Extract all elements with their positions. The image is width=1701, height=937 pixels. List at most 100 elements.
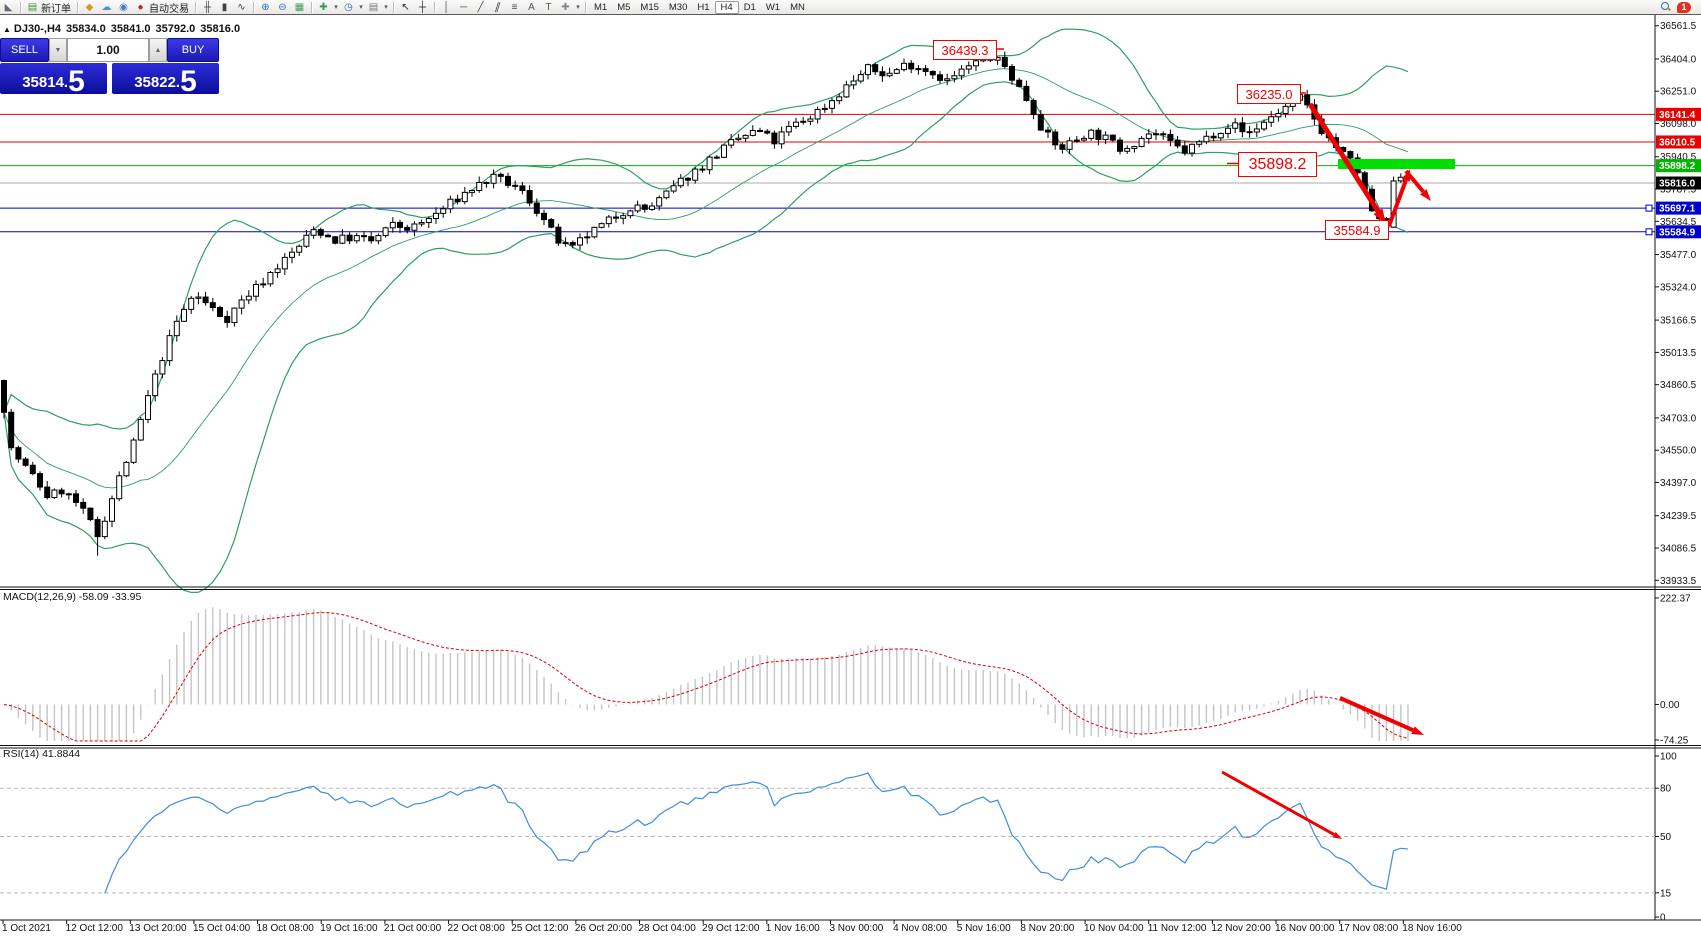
svg-text:35940.5: 35940.5 <box>1660 152 1697 163</box>
line-chart-icon[interactable]: ∿ <box>237 1 246 13</box>
price-annotation[interactable]: 36235.0 <box>1237 84 1301 104</box>
time-axis-label: 3 Nov 00:00 <box>829 923 884 934</box>
svg-text:36251.0: 36251.0 <box>1660 87 1697 98</box>
svg-text:35787.5: 35787.5 <box>1660 185 1697 196</box>
price-annotation[interactable]: 35898.2 <box>1238 152 1317 177</box>
candlestick-plot[interactable] <box>1 51 1411 556</box>
buy-button[interactable]: BUY <box>167 38 219 62</box>
buy-price-tile[interactable]: 35822. 5 <box>112 63 219 98</box>
green-zone-rectangle[interactable] <box>1338 159 1455 169</box>
macd-panel[interactable]: 222.37 0.00 -74.25 <box>3 594 1691 747</box>
svg-text:36098.0: 36098.0 <box>1660 119 1697 130</box>
time-axis-label: 28 Oct 04:00 <box>638 923 696 934</box>
price-annotation[interactable]: 35584.9 <box>1325 220 1389 240</box>
buy-price-big-digit: 5 <box>180 65 197 98</box>
timeframe-button-d1[interactable]: D1 <box>743 1 756 13</box>
tile-windows-icon[interactable]: ▦ <box>294 1 305 13</box>
dropdown-arrow-icon[interactable]: ▾ <box>359 4 363 11</box>
time-axis-label: 18 Oct 08:00 <box>256 923 314 934</box>
market-watch-icon[interactable]: ☁ <box>101 1 112 13</box>
timeframe-button-w1[interactable]: W1 <box>765 1 781 13</box>
collapse-triangle-icon[interactable]: ▲ <box>3 25 11 34</box>
candle-chart-icon[interactable]: ▮ <box>221 1 228 13</box>
text-icon[interactable]: A <box>528 1 535 13</box>
svg-text:34550.0: 34550.0 <box>1660 446 1697 457</box>
rsi-panel[interactable]: 100 80 50 15 0 <box>0 752 1677 924</box>
time-axis-label: 15 Oct 04:00 <box>192 923 251 934</box>
notification-badge[interactable]: 1 <box>1677 1 1691 13</box>
toolbar-separator <box>434 1 435 13</box>
cursor-icon[interactable]: ↖ <box>401 1 410 13</box>
search-icon[interactable] <box>1661 2 1671 12</box>
timeframe-button-m30[interactable]: M30 <box>668 1 688 13</box>
svg-text:35697.1: 35697.1 <box>1659 204 1696 215</box>
toolbar-separator <box>253 1 254 13</box>
svg-text:36561.5: 36561.5 <box>1660 21 1697 32</box>
bar-chart-icon[interactable]: ╫ <box>203 1 212 13</box>
signal-icon[interactable]: ◉ <box>119 1 128 13</box>
time-axis-label: 8 Nov 20:00 <box>1020 923 1075 934</box>
indicators-add-icon[interactable]: ✚ <box>319 1 328 13</box>
symbol-info-bar: ▲ DJ30-,H4 35834.0 35841.0 35792.0 35816.0 <box>3 23 245 35</box>
crosshair-icon[interactable]: ┼ <box>418 1 427 13</box>
svg-text:15: 15 <box>1660 888 1672 899</box>
timeframe-button-m1[interactable]: M1 <box>594 1 608 13</box>
rsi-indicator-label: RSI(14) 41.8844 <box>3 748 81 760</box>
volume-input[interactable]: 1.00 <box>67 38 149 62</box>
bollinger-bands[interactable] <box>3 28 1409 594</box>
dropdown-arrow-icon[interactable]: ▾ <box>334 4 338 11</box>
trendline-icon[interactable]: ╱ <box>477 1 484 13</box>
new-order-label[interactable]: 新订单 <box>41 3 71 15</box>
timeframe-button-m15[interactable]: M15 <box>640 1 659 13</box>
svg-text:35898.2: 35898.2 <box>1659 161 1696 172</box>
svg-text:34397.0: 34397.0 <box>1660 478 1697 489</box>
templates-icon[interactable]: ▤ <box>368 1 379 13</box>
svg-text:100: 100 <box>1660 752 1677 763</box>
timeframe-button-h4[interactable]: H4 <box>714 0 739 14</box>
time-axis-label: 22 Oct 08:00 <box>447 923 505 934</box>
profiles-icon[interactable]: ◆ <box>85 1 94 13</box>
time-axis-label: 1 Oct 2021 <box>2 923 51 934</box>
svg-text:0: 0 <box>1660 913 1666 924</box>
svg-text:36404.0: 36404.0 <box>1660 54 1697 65</box>
zoom-in-icon[interactable]: ⊕ <box>261 1 270 13</box>
timeframe-button-m5[interactable]: M5 <box>617 1 631 13</box>
sell-price-tile[interactable]: 35814. 5 <box>0 63 107 98</box>
sell-price-big-digit: 5 <box>68 65 85 98</box>
time-axis-label: 16 Nov 00:00 <box>1275 923 1335 934</box>
vline-icon[interactable]: │ <box>443 1 450 13</box>
time-axis-label: 29 Oct 12:00 <box>702 923 760 934</box>
svg-text:36141.4: 36141.4 <box>1659 110 1696 121</box>
timeframe-button-h1[interactable]: H1 <box>697 1 710 13</box>
one-click-trading-panel: SELL ▼ 1.00 ▲ BUY 35814. 5 35822. 5 <box>0 38 219 98</box>
autotrade-icon[interactable]: ● <box>137 1 144 13</box>
hline-icon[interactable]: ─ <box>459 1 468 13</box>
volume-increase-button[interactable]: ▲ <box>149 38 167 62</box>
price-annotation[interactable]: 36439.3 <box>933 40 997 60</box>
svg-text:34239.5: 34239.5 <box>1660 511 1697 522</box>
text-label-icon[interactable]: T <box>545 1 552 13</box>
svg-text:35584.9: 35584.9 <box>1659 227 1696 238</box>
time-axis-label: 10 Nov 04:00 <box>1084 923 1144 934</box>
periods-clock-icon[interactable]: ◷ <box>344 1 353 13</box>
buy-price-main: 35822. <box>134 74 181 91</box>
time-axis[interactable] <box>2 920 1404 924</box>
fibonacci-icon[interactable]: ≡ <box>511 1 518 13</box>
autotrade-label[interactable]: 自动交易 <box>149 3 189 15</box>
new-order-icon[interactable]: ▤ <box>27 1 38 13</box>
volume-decrease-button[interactable]: ▼ <box>49 38 67 62</box>
svg-text:35477.0: 35477.0 <box>1660 250 1697 261</box>
sell-button[interactable]: SELL <box>0 38 49 62</box>
timeframe-button-mn[interactable]: MN <box>790 1 805 13</box>
price-axis[interactable]: 36561.5 36404.0 36251.0 36098.0 35940.5 35787… <box>1655 21 1697 587</box>
arrows-icon[interactable]: ✚ <box>561 1 570 13</box>
zoom-out-icon[interactable]: ⊖ <box>278 1 287 13</box>
dropdown-arrow-icon[interactable]: ▾ <box>384 4 388 11</box>
partial-toolbar-icon[interactable]: ◣ <box>4 1 13 13</box>
svg-text:35324.0: 35324.0 <box>1660 282 1697 293</box>
panel-frame <box>0 15 1701 921</box>
horizontal-level-lines[interactable] <box>0 113 1655 233</box>
dropdown-arrow-icon[interactable]: ▾ <box>576 4 580 11</box>
